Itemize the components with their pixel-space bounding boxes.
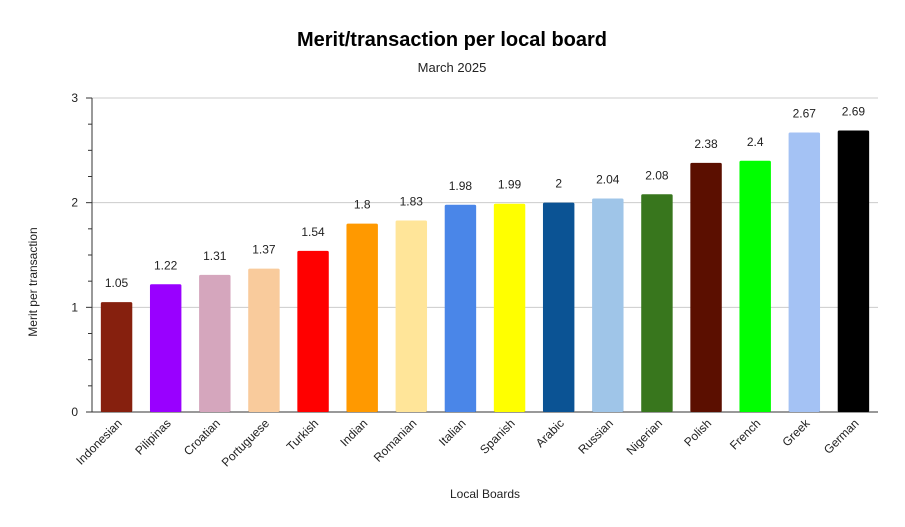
x-tick-label: Italian — [436, 416, 469, 449]
bar-polish — [690, 162, 722, 412]
bar-pilipinas — [149, 284, 182, 412]
axes: 0 1 2 3 — [71, 91, 878, 419]
data-label: 1.83 — [400, 194, 424, 208]
bar-turkish — [297, 250, 329, 412]
data-label: 1.37 — [252, 243, 276, 257]
data-label: 1.8 — [354, 198, 371, 212]
bar-french — [739, 160, 771, 412]
x-tick-label: Greek — [779, 416, 813, 450]
x-tick-label: Croatian — [181, 416, 223, 458]
data-label: 1.31 — [203, 249, 227, 263]
y-tick-label: 3 — [71, 91, 78, 105]
y-tick-label: 0 — [71, 405, 78, 419]
bar-romanian — [395, 220, 428, 412]
data-label: 2.04 — [596, 172, 620, 186]
y-axis-label: Merit per transaction — [26, 227, 40, 336]
x-tick-label: Indian — [337, 416, 370, 449]
x-tick-label: German — [821, 416, 862, 457]
data-label: 2.08 — [645, 168, 669, 182]
x-tick-label: Indonesian — [73, 416, 124, 467]
data-label: 1.98 — [449, 179, 473, 193]
data-label: 2.38 — [694, 137, 718, 151]
x-tick-label: Nigerian — [624, 416, 666, 458]
bar-indonesian — [100, 302, 133, 412]
x-tick-label: Pilipinas — [132, 416, 174, 458]
data-label: 1.54 — [301, 225, 325, 239]
bar-spanish — [493, 203, 526, 412]
bar-nigerian — [641, 194, 673, 412]
data-label: 2 — [555, 177, 562, 191]
data-label: 2.67 — [793, 107, 817, 121]
bar-greek — [788, 132, 821, 413]
data-labels: 1.05 1.22 1.31 1.37 1.54 1.8 1.83 1.98 1.99 2 2.04… — [105, 104, 866, 290]
chart-subtitle: March 2025 — [418, 60, 487, 75]
x-axis-label: Local Boards — [450, 487, 520, 501]
data-label: 1.05 — [105, 276, 129, 290]
data-label: 1.22 — [154, 258, 178, 272]
chart-title: Merit/transaction per local board — [297, 29, 607, 51]
bar-indian — [346, 223, 378, 412]
bar-russian — [592, 198, 624, 412]
bars — [100, 130, 870, 413]
bar-croatian — [199, 274, 231, 412]
x-tick-label: Turkish — [284, 416, 321, 453]
bar-italian — [444, 204, 477, 412]
x-tick-label: Polish — [681, 416, 714, 449]
x-tick-label: Portuguese — [219, 416, 273, 470]
x-tick-label: Russian — [575, 416, 616, 457]
bar-arabic — [542, 202, 575, 412]
y-tick-label: 1 — [71, 300, 78, 314]
bar-german — [837, 130, 870, 413]
x-tick-label: Romanian — [371, 416, 420, 465]
y-tick-label: 2 — [71, 196, 78, 210]
data-label: 2.4 — [747, 135, 764, 149]
data-label: 2.69 — [842, 104, 866, 118]
bar-portuguese — [248, 268, 280, 412]
data-label: 1.99 — [498, 178, 522, 192]
x-tick-label: French — [727, 416, 763, 452]
x-tick-label: Arabic — [533, 416, 567, 450]
x-tick-label: Spanish — [477, 416, 518, 457]
